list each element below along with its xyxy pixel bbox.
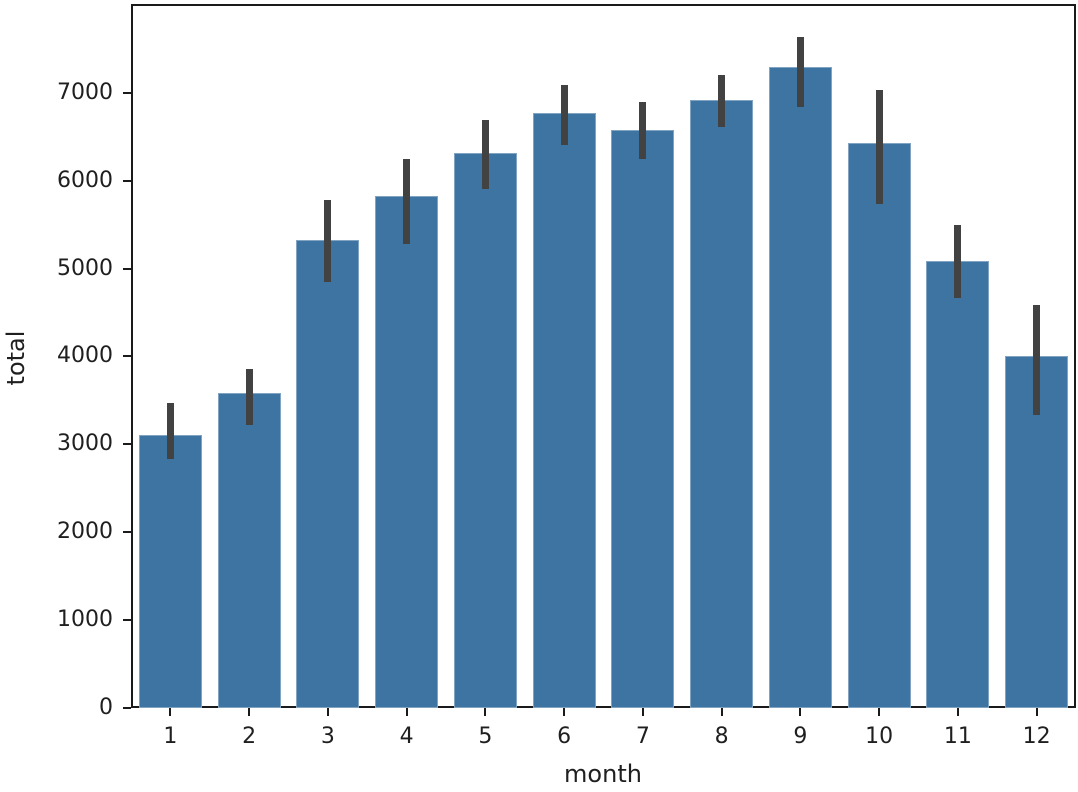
- y-tick-label: 2000: [57, 519, 113, 545]
- bar-month-2: [217, 393, 281, 708]
- bar-month-7: [611, 129, 675, 708]
- bar-month-3: [296, 240, 360, 708]
- y-tick-label: 3000: [57, 431, 113, 457]
- bar-month-9: [768, 67, 832, 708]
- x-tick-label: 11: [943, 724, 972, 749]
- x-tick-mark: [405, 708, 408, 716]
- x-tick-mark: [956, 708, 959, 716]
- x-tick-label: 1: [163, 724, 178, 749]
- plot-area: [131, 4, 1076, 708]
- x-tick-label: 3: [320, 724, 335, 749]
- error-bar-month-9: [796, 36, 804, 107]
- error-bar-month-12: [1033, 304, 1041, 416]
- y-tick-label: 4000: [57, 343, 113, 369]
- x-tick-label: 6: [557, 724, 572, 749]
- bar-month-4: [375, 196, 439, 708]
- x-tick-mark: [326, 708, 329, 716]
- x-tick-label: 2: [242, 724, 257, 749]
- x-axis-label: month: [564, 760, 642, 788]
- x-tick-label: 8: [714, 724, 729, 749]
- error-bar-month-1: [166, 403, 174, 460]
- y-tick-mark: [123, 355, 131, 358]
- y-tick-mark: [123, 619, 131, 622]
- error-bar-month-10: [875, 90, 883, 205]
- y-tick-mark: [123, 179, 131, 182]
- bar-month-8: [690, 99, 754, 708]
- error-bar-month-6: [560, 84, 568, 146]
- x-tick-label: 5: [478, 724, 493, 749]
- x-tick-label: 4: [399, 724, 414, 749]
- x-tick-label: 7: [635, 724, 650, 749]
- error-bar-month-7: [639, 101, 647, 159]
- y-tick-label: 5000: [57, 255, 113, 281]
- x-tick-mark: [169, 708, 172, 716]
- y-tick-label: 7000: [57, 79, 113, 105]
- bar-month-1: [138, 434, 202, 708]
- x-tick-mark: [1035, 708, 1038, 716]
- bar-month-11: [926, 260, 990, 708]
- y-tick-mark: [123, 707, 131, 709]
- y-tick-mark: [123, 443, 131, 446]
- y-tick-label: 0: [99, 695, 113, 720]
- error-bar-month-11: [954, 224, 962, 299]
- y-tick-mark: [123, 531, 131, 534]
- bar-month-10: [847, 142, 911, 708]
- x-tick-mark: [799, 708, 802, 716]
- y-tick-mark: [123, 91, 131, 94]
- bar-month-6: [532, 112, 596, 708]
- error-bar-month-2: [245, 368, 253, 425]
- x-tick-mark: [878, 708, 881, 716]
- x-tick-label: 10: [865, 724, 894, 749]
- x-tick-mark: [484, 708, 487, 716]
- error-bar-month-4: [403, 158, 411, 244]
- x-tick-mark: [720, 708, 723, 716]
- bar-month-5: [453, 152, 517, 708]
- x-tick-mark: [248, 708, 251, 716]
- y-tick-label: 1000: [57, 607, 113, 633]
- error-bar-month-3: [324, 199, 332, 282]
- error-bar-month-8: [718, 75, 726, 128]
- x-tick-mark: [641, 708, 644, 716]
- error-bar-month-5: [481, 120, 489, 190]
- x-tick-mark: [563, 708, 566, 716]
- y-tick-mark: [123, 267, 131, 270]
- y-tick-label: 6000: [57, 167, 113, 193]
- x-tick-label: 12: [1022, 724, 1051, 749]
- x-tick-label: 9: [793, 724, 808, 749]
